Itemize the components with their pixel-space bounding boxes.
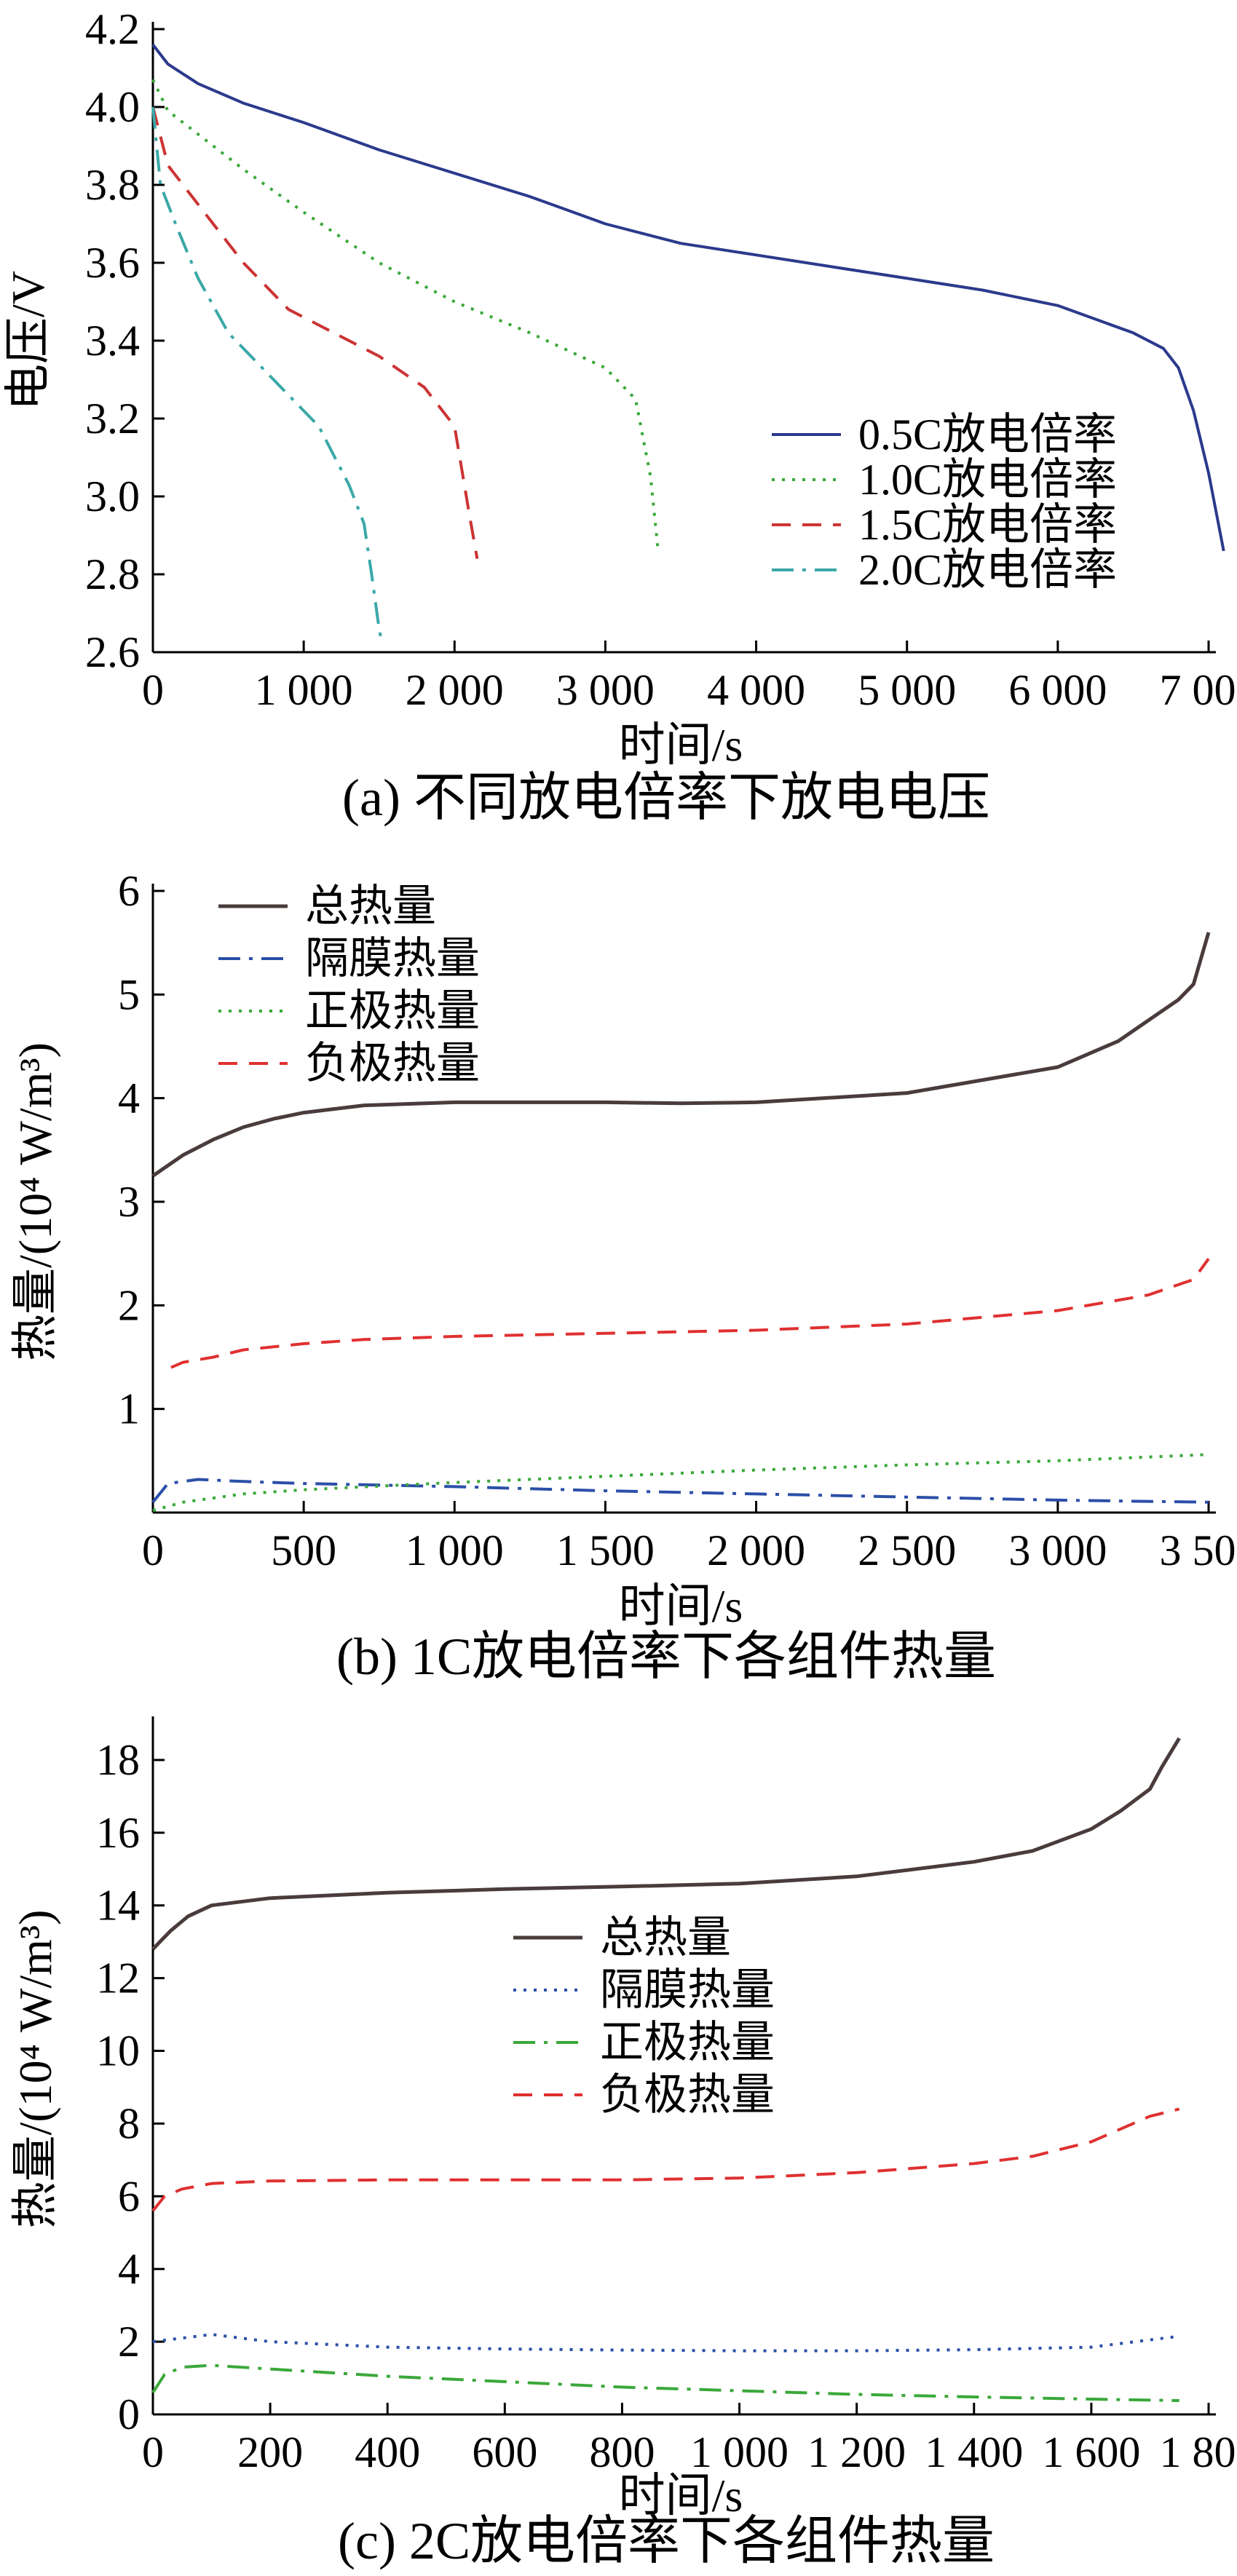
- series-line-4: [171, 1259, 1209, 1367]
- x-tick-label: 3 000: [556, 666, 655, 714]
- y-tick-label: 5: [118, 970, 140, 1018]
- y-tick-label: 18: [96, 1736, 140, 1784]
- x-tick-label: 6 000: [1008, 666, 1107, 714]
- legend-label: 总热量: [600, 1914, 731, 1962]
- y-tick-label: 1: [118, 1385, 140, 1433]
- x-tick-label: 2 000: [406, 666, 504, 714]
- y-tick-label: 3.8: [85, 161, 140, 209]
- x-tick-label: 3 000: [1008, 1526, 1107, 1574]
- series-line-4: [153, 107, 382, 644]
- y-tick-label: 8: [118, 2099, 140, 2147]
- x-axis-label: 时间/s: [619, 1580, 743, 1632]
- chart-a: 0 1 000 2 000 3 000 4 000 5 000 6 000 7 000 2.6 2…: [2, 5, 1237, 827]
- series-line-2: [153, 1480, 1209, 1502]
- y-tick-label: 3.6: [85, 239, 140, 287]
- legend-label: 隔膜热量: [600, 1966, 775, 2014]
- series-line-2: [153, 2334, 1179, 2351]
- y-axis-label: 电压/V: [2, 271, 54, 411]
- legend-label: 总热量: [305, 882, 436, 930]
- series-line-2: [153, 80, 658, 551]
- x-tick-label: 1 600: [1042, 2428, 1140, 2476]
- x-tick-label: 3 500: [1160, 1526, 1237, 1574]
- series-line-4: [153, 2109, 1179, 2211]
- y-axis-label: 热量/(10⁴ W/m³): [9, 1042, 61, 1361]
- x-tick-label: 600: [472, 2428, 537, 2476]
- y-tick-label: 4: [118, 1074, 140, 1122]
- figure-caption: (c) 2C放电倍率下各组件热量: [338, 2512, 995, 2570]
- y-tick-label: 4.2: [85, 5, 140, 53]
- x-tick-label: 5 000: [858, 666, 956, 714]
- figure-caption: (b) 1C放电倍率下各组件热量: [336, 1628, 996, 1686]
- legend-label: 1.0C放电倍率: [858, 456, 1117, 504]
- x-tick-label: 7 000: [1160, 666, 1237, 714]
- x-tick-label: 0: [142, 1526, 164, 1574]
- series-line-3: [153, 2366, 1179, 2401]
- y-tick-label: 4.0: [85, 83, 140, 131]
- y-tick-label: 12: [96, 1954, 140, 2002]
- legend-label: 1.5C放电倍率: [858, 501, 1117, 549]
- series-line-3: [153, 1454, 1209, 1510]
- y-tick-label: 2: [118, 2318, 140, 2366]
- x-tick-label: 500: [271, 1526, 336, 1574]
- y-tick-label: 10: [96, 2027, 140, 2075]
- y-tick-label: 6: [118, 2172, 140, 2220]
- x-tick-label: 1 800: [1160, 2428, 1237, 2476]
- legend-label: 隔膜热量: [305, 935, 480, 983]
- x-tick-label: 0: [142, 2428, 164, 2476]
- legend-label: 正极热量: [305, 987, 480, 1035]
- x-tick-label: 1 400: [925, 2428, 1023, 2476]
- legend-label: 正极热量: [600, 2018, 775, 2066]
- y-tick-label: 3: [118, 1178, 140, 1226]
- y-tick-label: 14: [96, 1882, 140, 1930]
- y-tick-label: 3.0: [85, 472, 140, 520]
- x-tick-label: 0: [142, 666, 164, 714]
- x-tick-label: 400: [355, 2428, 420, 2476]
- x-tick-label: 1 500: [556, 1526, 655, 1574]
- legend-label: 2.0C放电倍率: [858, 546, 1117, 594]
- chart-b: 0 500 1 000 1 500 2 000 2 500 3 000 3 500 1 2 3 4 5 6…: [9, 867, 1237, 1686]
- y-axis-label: 热量/(10⁴ W/m³): [9, 1910, 61, 2229]
- x-tick-label: 1 200: [807, 2428, 906, 2476]
- x-tick-label: 2 000: [707, 1526, 805, 1574]
- x-tick-label: 4 000: [707, 666, 805, 714]
- y-tick-label: 3.4: [85, 317, 140, 365]
- x-tick-label: 2 500: [858, 1526, 956, 1574]
- legend-label: 0.5C放电倍率: [858, 411, 1117, 459]
- x-tick-label: 1 000: [406, 1526, 504, 1574]
- y-tick-label: 4: [118, 2245, 140, 2293]
- y-tick-label: 0: [118, 2390, 140, 2438]
- y-tick-label: 2.6: [85, 628, 140, 676]
- y-tick-label: 16: [96, 1809, 140, 1857]
- legend-label: 负极热量: [305, 1039, 480, 1087]
- x-tick-label: 1 000: [255, 666, 353, 714]
- y-tick-label: 6: [118, 867, 140, 915]
- figure-caption: (a) 不同放电倍率下放电电压: [342, 769, 990, 827]
- y-tick-label: 3.2: [85, 395, 140, 443]
- x-tick-label: 200: [237, 2428, 303, 2476]
- x-axis-label: 时间/s: [619, 719, 743, 771]
- y-tick-label: 2: [118, 1281, 140, 1329]
- y-tick-label: 2.8: [85, 550, 140, 598]
- legend-label: 负极热量: [600, 2071, 775, 2119]
- series-line-3: [153, 107, 477, 559]
